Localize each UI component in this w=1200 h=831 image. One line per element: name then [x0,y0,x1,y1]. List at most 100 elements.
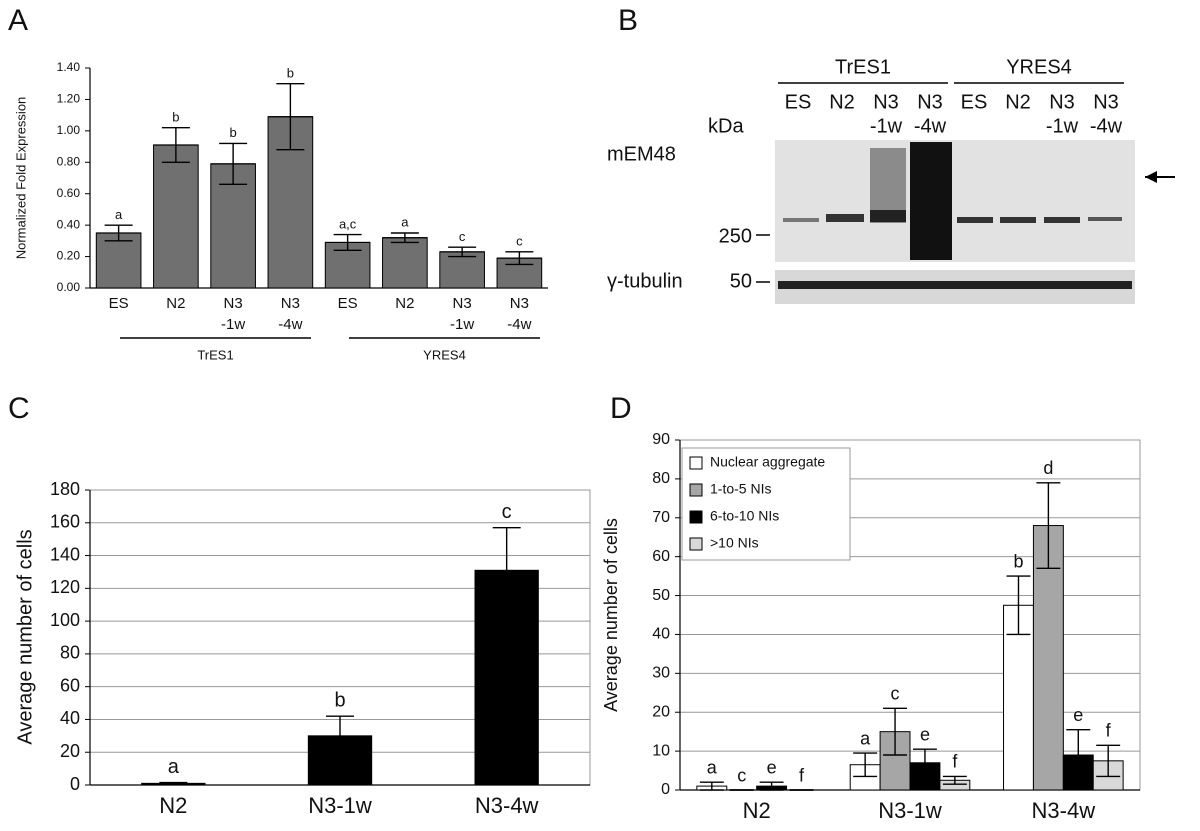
unit-label: kDa [708,115,744,137]
x-tick-label: N3-1w [308,793,372,818]
legend-swatch [689,456,703,470]
significance-letter: e [1073,705,1083,725]
x-tick-label: N2 [166,295,185,312]
x-tick-label: N3-4w [1032,798,1096,823]
significance-letter: a [401,215,409,230]
lane-label: N3 [873,91,899,113]
y-tick-label: 0 [661,781,670,798]
y-tick-label: 1.20 [57,92,81,106]
group-label: YRES4 [1006,56,1072,78]
panel-label: A [8,4,28,37]
blot: B kDa mEM48 γ-tubulin 250 50 [607,4,1175,304]
lane-label: N3 [1049,91,1075,113]
significance-letter: c [459,229,466,244]
antibody-label: mEM48 [607,143,676,165]
x-tick-label: N2 [395,295,414,312]
y-tick-label: 20 [60,741,80,761]
significance-letter: b [230,125,237,140]
y-axis-label: Average number of cells [601,518,621,712]
y-tick-label: 30 [652,665,670,682]
y-tick-label: 80 [60,643,80,663]
y-tick-label: 20 [652,703,670,720]
marker-label: 250 [719,225,752,247]
x-tick-label: -1w [450,316,474,333]
significance-letter: c [516,234,523,249]
y-axis-label: Average number of cells [14,529,36,744]
significance-letter: e [920,724,930,744]
y-tick-label: 90 [652,431,670,448]
y-tick-label: 180 [50,479,80,499]
y-tick-label: 0 [70,774,80,794]
band [910,142,952,260]
x-tick-label: N3 [281,295,300,312]
significance-letter: a [707,757,718,777]
band [957,217,993,223]
band [870,210,906,222]
legend-swatch [689,510,703,524]
legend-swatch [689,483,703,497]
y-tick-label: 120 [50,577,80,597]
bar [439,251,485,289]
legend-label: Nuclear aggregate [710,454,825,470]
y-tick-label: 160 [50,512,80,532]
panel-label: D [610,392,632,425]
legend-label: 6-to-10 NIs [710,508,779,524]
y-tick-label: 140 [50,544,80,564]
y-axis-label: Normalized Fold Expression [13,97,28,260]
significance-letter: b [334,689,345,711]
y-tick-label: 0.20 [57,249,81,263]
y-tick-label: 0.60 [57,186,81,200]
blot-membrane [775,140,1135,262]
lane-label: -4w [1090,115,1123,137]
significance-letter: c [502,501,512,523]
significance-letter: d [1043,458,1053,478]
significance-letter: c [737,765,746,785]
y-tick-label: 60 [652,548,670,565]
marker-label: 50 [730,270,752,292]
y-tick-label: 40 [60,708,80,728]
y-tick-label: 40 [652,626,670,643]
significance-letter: a [860,728,871,748]
significance-letter: b [287,65,294,80]
arrow-head [1145,171,1157,183]
significance-letter: f [952,752,958,772]
band [783,218,819,222]
legend-label: >10 NIs [710,535,759,551]
x-tick-label: N3 [224,295,243,312]
y-tick-label: 1.00 [57,123,81,137]
x-tick-label: ES [338,295,358,312]
panel-label: B [618,4,638,37]
lane-label: N3 [1093,91,1119,113]
y-tick-label: 60 [60,675,80,695]
band [1000,217,1036,223]
loading-label: γ-tubulin [607,270,683,292]
band [1088,217,1122,221]
panel-label: C [8,392,30,425]
y-tick-label: 100 [50,610,80,630]
y-tick-label: 0.40 [57,217,81,231]
significance-letter: b [172,109,179,124]
bar [1003,604,1034,791]
x-tick-label: -4w [278,316,302,333]
group-label: TrES1 [197,347,233,362]
lane-label: N2 [1005,91,1031,113]
band [826,214,864,222]
significance-letter: b [1013,551,1023,571]
band [1044,217,1080,223]
significance-letter: e [767,757,777,777]
x-tick-label: N3 [453,295,472,312]
lane-label: -1w [870,115,903,137]
x-tick-label: N2 [743,798,771,823]
significance-letter: a [168,756,180,778]
significance-letter: a,c [339,216,357,231]
y-tick-label: 80 [652,470,670,487]
group-label: YRES4 [423,347,466,362]
x-tick-label: N3 [510,295,529,312]
y-tick-label: 70 [652,509,670,526]
y-tick-label: 50 [652,587,670,604]
x-tick-label: N2 [159,793,187,818]
group-label: TrES1 [835,56,891,78]
y-tick-label: 1.40 [57,60,81,74]
bar [1032,525,1064,791]
